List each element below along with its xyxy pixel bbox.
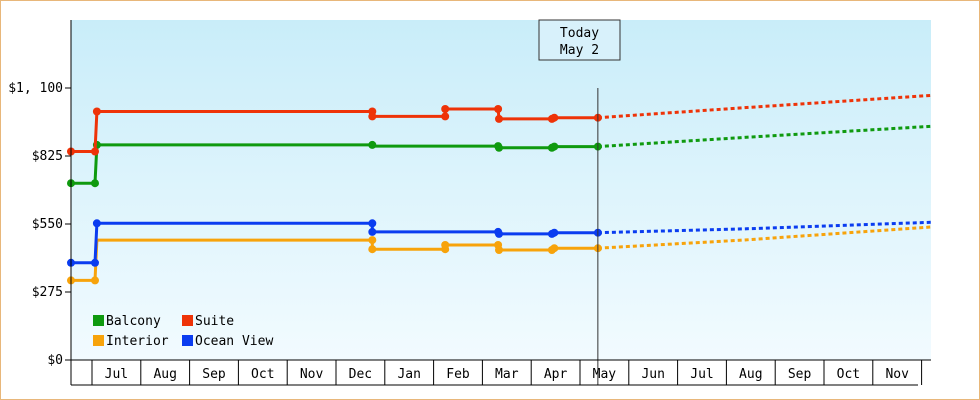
data-point-suite [495, 114, 503, 123]
data-point-suite [441, 112, 450, 121]
data-point-suite [368, 112, 377, 121]
today-marker: Today May 2 [538, 19, 621, 385]
data-point-balcony [368, 140, 377, 149]
x-month-label: Nov [300, 367, 324, 382]
data-point-interior [441, 241, 450, 249]
data-point-ocean-view [91, 258, 99, 267]
series-suite [67, 93, 932, 156]
data-point-ocean-view [550, 228, 559, 237]
y-tick-label: $825 [32, 149, 63, 164]
legend-label-interior: Interior [106, 334, 169, 349]
data-point-suite [92, 107, 101, 116]
x-month-label: Sep [202, 367, 226, 382]
data-point-suite [441, 105, 450, 113]
x-month-label: Jul [690, 367, 713, 382]
data-point-ocean-view [92, 219, 101, 228]
x-month-label: Jul [105, 367, 128, 382]
x-month-label: Oct [837, 367, 860, 382]
series-balcony [67, 124, 932, 188]
legend-label-balcony: Balcony [106, 314, 161, 329]
legend-label-ocean-view: Ocean View [195, 334, 273, 349]
x-month-label: Oct [251, 367, 274, 382]
y-tick-label: $275 [32, 285, 63, 300]
data-point-ocean-view [368, 227, 377, 236]
x-month-label: May [593, 367, 617, 382]
today-label-line2: May 2 [560, 43, 599, 58]
data-point-ocean-view [495, 229, 503, 238]
legend-swatch-ocean-view [182, 335, 193, 346]
x-month-label: Mar [495, 367, 519, 382]
x-month-label: Feb [446, 367, 470, 382]
data-point-balcony [550, 142, 559, 151]
data-point-balcony [495, 143, 503, 152]
x-month-label: Nov [885, 367, 909, 382]
x-month-label: Aug [153, 367, 176, 382]
data-point-suite [91, 147, 99, 156]
y-tick-label: $1, 100 [8, 81, 63, 96]
y-tick-label: $0 [47, 353, 63, 368]
data-point-interior [495, 246, 503, 254]
today-label-box [538, 19, 621, 61]
legend-swatch-suite [182, 315, 193, 326]
plot-area [71, 20, 931, 360]
legend-label-suite: Suite [195, 314, 234, 329]
axes: $0 $275 $550 $825 $1, 100 Jul Aug Sep Oct Nov Dec J… [8, 20, 931, 386]
data-point-balcony [91, 179, 99, 188]
y-tick-label: $550 [32, 217, 63, 232]
x-month-label: Aug [739, 367, 762, 382]
data-point-interior [368, 236, 377, 245]
data-point-ocean-view [368, 219, 377, 228]
data-point-interior [91, 276, 99, 285]
x-month-label: Jan [397, 367, 420, 382]
x-month-label: Jun [641, 367, 664, 382]
data-point-interior [550, 244, 559, 253]
data-point-suite [494, 105, 503, 113]
legend: Balcony Suite Interior Ocean View [93, 314, 273, 349]
x-month-label: Sep [788, 367, 812, 382]
x-month-label: Dec [349, 367, 372, 382]
legend-swatch-balcony [93, 315, 104, 326]
data-point-interior [368, 245, 377, 254]
data-point-suite [550, 113, 559, 122]
today-label-line1: Today [560, 26, 599, 41]
series-layer [67, 93, 932, 285]
legend-swatch-interior [93, 335, 104, 346]
x-month-label: Apr [544, 367, 568, 382]
